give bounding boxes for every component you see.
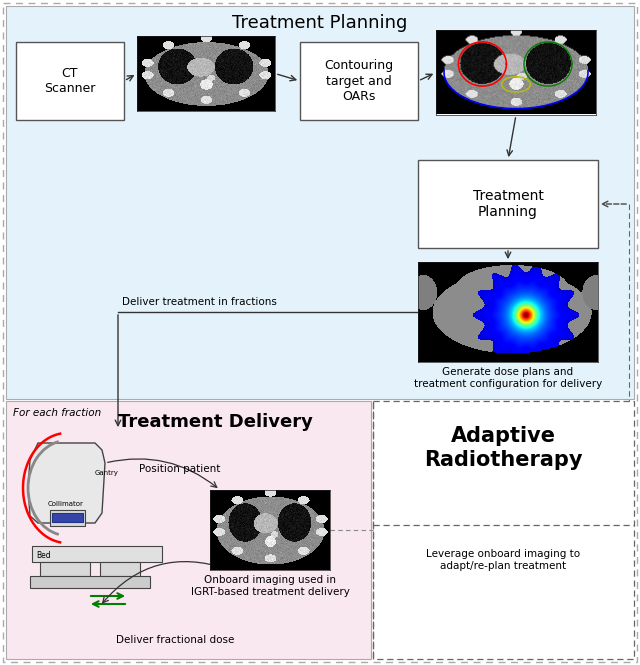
Text: Bed: Bed [36, 551, 51, 561]
FancyBboxPatch shape [40, 562, 90, 576]
Text: Contouring
target and
OARs: Contouring target and OARs [324, 59, 394, 102]
Text: Treatment Delivery: Treatment Delivery [118, 413, 312, 431]
Text: Collimator: Collimator [48, 501, 84, 507]
Polygon shape [50, 510, 85, 526]
Text: Treatment
Planning: Treatment Planning [472, 189, 543, 219]
Text: Deliver treatment in fractions: Deliver treatment in fractions [122, 297, 277, 307]
FancyBboxPatch shape [300, 42, 418, 120]
FancyBboxPatch shape [30, 576, 150, 588]
FancyBboxPatch shape [6, 6, 634, 399]
FancyBboxPatch shape [100, 562, 140, 576]
Text: Gantry: Gantry [95, 470, 119, 476]
Polygon shape [28, 443, 105, 523]
Polygon shape [52, 513, 83, 522]
Text: Generate dose plans and
treatment configuration for delivery: Generate dose plans and treatment config… [414, 367, 602, 388]
Text: Deliver fractional dose: Deliver fractional dose [116, 635, 234, 645]
Text: Position patient: Position patient [140, 464, 221, 474]
Text: For each fraction: For each fraction [13, 408, 101, 418]
FancyBboxPatch shape [373, 401, 634, 659]
Text: CT
Scanner: CT Scanner [44, 67, 96, 95]
Text: Leverage onboard imaging to
adapt/re-plan treatment: Leverage onboard imaging to adapt/re-pla… [426, 549, 580, 571]
Text: Onboard imaging used in
IGRT-based treatment delivery: Onboard imaging used in IGRT-based treat… [191, 575, 349, 597]
FancyBboxPatch shape [6, 401, 371, 659]
FancyBboxPatch shape [16, 42, 124, 120]
Text: Treatment Planning: Treatment Planning [232, 14, 408, 32]
FancyBboxPatch shape [418, 160, 598, 248]
Text: Adaptive
Radiotherapy: Adaptive Radiotherapy [424, 426, 582, 470]
FancyBboxPatch shape [32, 546, 162, 562]
